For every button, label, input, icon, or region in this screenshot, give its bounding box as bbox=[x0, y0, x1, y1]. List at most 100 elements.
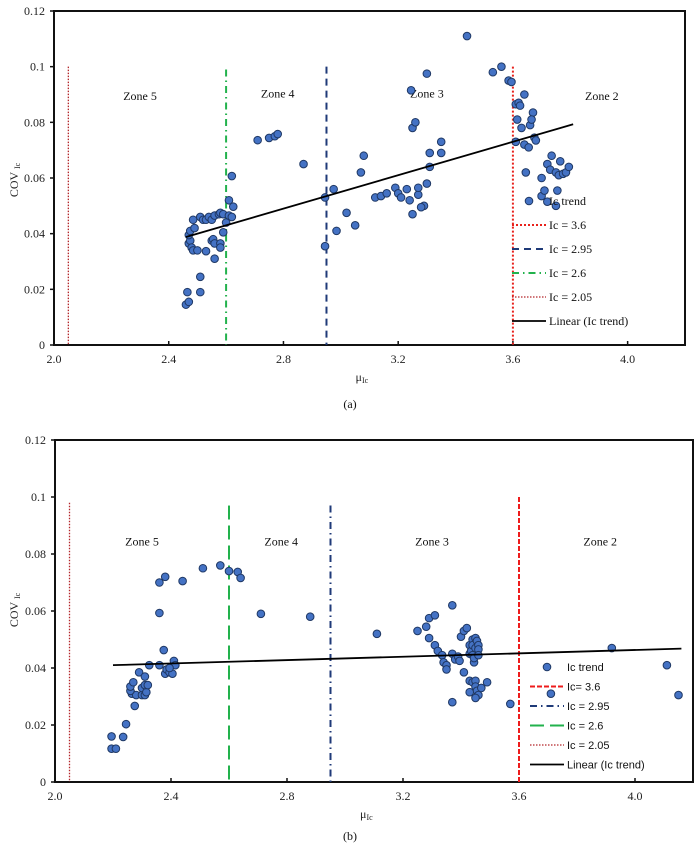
data-point bbox=[342, 208, 351, 218]
legend-label: Ic = 2.05 bbox=[567, 740, 610, 752]
data-point bbox=[537, 173, 546, 183]
data-point bbox=[359, 151, 369, 161]
x-tick-label: 3.6 bbox=[505, 352, 520, 366]
legend-label: Ic= 3.6 bbox=[567, 682, 600, 694]
data-point bbox=[382, 189, 392, 198]
zone-label: Zone 3 bbox=[410, 86, 444, 100]
data-point bbox=[195, 272, 205, 282]
legend-marker bbox=[542, 662, 552, 672]
data-point bbox=[107, 732, 116, 741]
data-point bbox=[134, 667, 144, 677]
data-point bbox=[506, 699, 515, 709]
y-tick-label: 0.04 bbox=[25, 661, 46, 675]
data-point bbox=[436, 137, 446, 147]
data-point bbox=[396, 193, 406, 202]
data-point bbox=[515, 101, 525, 110]
x-tick-label: 2.8 bbox=[280, 789, 295, 803]
zone-label: Zone 5 bbox=[125, 534, 159, 548]
y-tick-label: 0 bbox=[40, 775, 46, 789]
data-point bbox=[224, 195, 234, 205]
data-point bbox=[201, 246, 211, 256]
data-point bbox=[111, 744, 121, 753]
data-point bbox=[143, 680, 153, 690]
data-point bbox=[273, 129, 283, 139]
data-point bbox=[547, 151, 556, 161]
data-point bbox=[411, 118, 420, 127]
zone-label: Zone 3 bbox=[415, 534, 449, 548]
data-point bbox=[462, 31, 472, 41]
data-point bbox=[405, 195, 414, 205]
data-point bbox=[198, 563, 208, 573]
data-point bbox=[455, 656, 464, 666]
data-point bbox=[299, 159, 308, 169]
data-point bbox=[422, 179, 432, 188]
data-point bbox=[320, 241, 330, 251]
data-point bbox=[517, 123, 526, 133]
y-tick-label: 0 bbox=[39, 338, 45, 352]
legend-label: Ic = 2.95 bbox=[567, 701, 610, 713]
data-point bbox=[471, 693, 480, 703]
data-point bbox=[227, 212, 237, 222]
data-point bbox=[448, 697, 457, 707]
data-point bbox=[422, 69, 432, 78]
data-point bbox=[256, 609, 266, 619]
legend-marker bbox=[524, 196, 534, 206]
data-point bbox=[160, 572, 170, 582]
data-point bbox=[507, 77, 516, 87]
data-point bbox=[553, 186, 562, 195]
data-point bbox=[402, 184, 412, 194]
data-point bbox=[372, 629, 382, 639]
data-point bbox=[332, 226, 341, 236]
data-point bbox=[425, 148, 435, 158]
data-point bbox=[421, 622, 431, 631]
data-point bbox=[564, 162, 574, 172]
data-point bbox=[253, 135, 262, 145]
data-point bbox=[144, 660, 154, 670]
x-tick-label: 3.2 bbox=[391, 352, 406, 366]
x-tick-label: 4.0 bbox=[628, 789, 643, 803]
data-point bbox=[528, 108, 538, 117]
zone-label: Zone 2 bbox=[585, 89, 619, 103]
zone-label: Zone 4 bbox=[264, 534, 298, 548]
legend-label: Ic = 2.05 bbox=[549, 290, 592, 304]
data-point bbox=[305, 612, 315, 621]
x-axis-label: μIc bbox=[360, 807, 373, 822]
data-point bbox=[155, 578, 164, 587]
data-point bbox=[155, 608, 164, 618]
data-point bbox=[442, 665, 451, 674]
y-tick-label: 0.06 bbox=[24, 171, 45, 185]
zone-label: Zone 4 bbox=[261, 86, 295, 100]
chart-b: 0 0.02 0.04 0.06 0.08 0.1 0.12 2.0 2.4 2.8 3.2 3.6 4… bbox=[7, 433, 694, 843]
data-point bbox=[406, 86, 416, 95]
data-point bbox=[482, 677, 492, 687]
data-point bbox=[424, 633, 434, 643]
legend-label: Linear (Ic trend) bbox=[567, 760, 645, 772]
data-point bbox=[408, 209, 417, 219]
data-point bbox=[165, 663, 174, 673]
data-point bbox=[216, 243, 225, 252]
x-tick-label: 2.4 bbox=[161, 352, 176, 366]
y-tick-label: 0.02 bbox=[24, 282, 45, 296]
data-point bbox=[216, 561, 225, 570]
data-point bbox=[543, 197, 552, 206]
x-tick-label: 2.0 bbox=[47, 352, 62, 366]
data-point bbox=[188, 215, 198, 225]
data-point bbox=[356, 168, 366, 177]
legend-label: Ic trend bbox=[567, 662, 604, 674]
trend-line bbox=[185, 123, 574, 238]
y-axis-label: COV Ic bbox=[7, 592, 22, 627]
data-point bbox=[527, 115, 536, 124]
data-point bbox=[118, 732, 128, 742]
legend-label: Ic = 2.95 bbox=[549, 242, 592, 256]
data-point bbox=[142, 687, 151, 697]
data-point bbox=[183, 287, 192, 297]
legend-label: Ic = 2.6 bbox=[549, 266, 586, 280]
data-point bbox=[448, 601, 457, 610]
chart-a: 0 0.02 0.04 0.06 0.08 0.1 0.12 2.0 2.4 2.8 3.2 3.6 4… bbox=[7, 4, 686, 411]
data-point bbox=[497, 62, 506, 71]
x-axis-label: μIc bbox=[356, 370, 369, 385]
data-point bbox=[540, 186, 549, 195]
data-point bbox=[329, 184, 338, 194]
x-tick-label: 2.4 bbox=[164, 789, 179, 803]
x-tick-label: 4.0 bbox=[620, 352, 635, 366]
